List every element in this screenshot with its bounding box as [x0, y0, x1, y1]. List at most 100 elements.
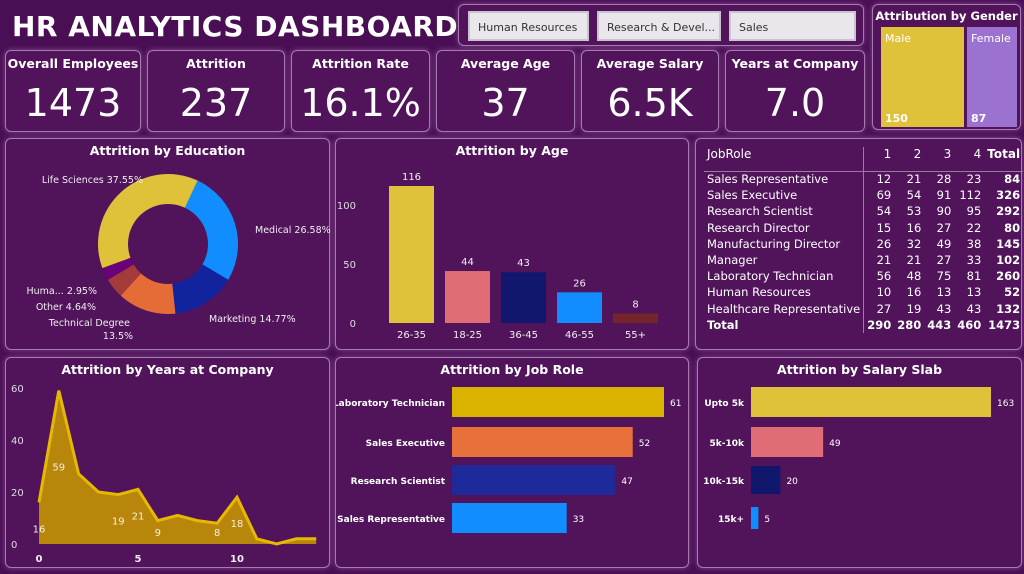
table-cell: 19: [906, 301, 922, 316]
x-tick-label: 10: [230, 554, 244, 565]
point-value-label: 9: [155, 528, 161, 539]
hbar: [751, 387, 991, 417]
table-cell: 13: [936, 285, 952, 300]
table-cell: Laboratory Technician: [704, 268, 865, 285]
slicer-human-resources[interactable]: Human Resources: [468, 11, 589, 41]
table-cell: 32: [906, 236, 922, 251]
table-cell: Sales Executive: [704, 187, 865, 204]
table-cell: 53: [906, 204, 922, 219]
column-header[interactable]: 4: [954, 147, 985, 172]
table-cell: 43: [936, 301, 952, 316]
kpi-label: Years at Company: [731, 56, 859, 71]
salary-bar-chart: Upto 5k 163 5k-10k 49 10k-15k 20 15k+ 5: [703, 387, 1014, 529]
area-line: [37, 390, 317, 546]
table-row: Healthcare Representative 27 19 43 43 132: [704, 300, 1023, 317]
kpi-label: Attrition Rate: [312, 56, 409, 71]
category-label: Sales Representative: [337, 515, 445, 525]
table-row: Manufacturing Director 26 32 49 38 145: [704, 235, 1023, 252]
column-header[interactable]: JobRole: [704, 147, 865, 172]
table-cell: 112: [959, 188, 982, 203]
table-cell: 21: [906, 253, 922, 268]
hbar: [751, 507, 759, 529]
y-tick-label: 100: [337, 201, 356, 212]
education-donut-chart: Medical 26.58% Marketing 14.77% Technical …: [27, 174, 331, 342]
table-cell: 56: [876, 269, 892, 284]
donut-slice: [184, 180, 239, 280]
table-cell: 102: [996, 253, 1021, 268]
age-chart-panel: Attrition by Age 0 50 100 116 26-35 44 18-25 43…: [335, 138, 689, 350]
y-tick-label: 0: [350, 319, 356, 330]
table-cell: 52: [1004, 285, 1021, 300]
kpi-value: 16.1%: [300, 81, 421, 125]
gender-female-block[interactable]: Female 87: [967, 27, 1017, 127]
kpi-value: 7.0: [764, 81, 826, 125]
x-tick-label: 36-45: [509, 330, 538, 341]
hbar: [751, 466, 781, 494]
bar-value-label: 44: [461, 257, 474, 268]
jobrole-bar-chart: Laboratory Technician 61 Sales Executive 52…: [333, 387, 681, 533]
table-cell: Research Director: [704, 219, 865, 236]
slice-label: Life Sciences 37.55%: [42, 175, 143, 186]
slice-label: 13.5%: [103, 331, 133, 342]
education-chart-panel: Attrition by Education Medical 26.58% Mar…: [5, 138, 331, 350]
x-tick-label: 26-35: [397, 330, 426, 341]
gender-male-block[interactable]: Male 150: [881, 27, 964, 127]
y-tick-label: 0: [11, 540, 17, 551]
kpi-average-age: Average Age 37: [436, 50, 575, 132]
slice-label: Medical 26.58%: [255, 225, 331, 236]
salary-chart-title: Attrition by Salary Slab: [776, 362, 943, 377]
column-header[interactable]: 2: [894, 147, 925, 172]
years-chart-title: Attrition by Years at Company: [61, 362, 274, 377]
table-cell: 27: [876, 301, 892, 316]
x-tick-label: 18-25: [453, 330, 482, 341]
table-cell: 132: [996, 301, 1021, 316]
point-value-label: 18: [231, 519, 244, 530]
point-value-label: 16: [33, 524, 46, 535]
table-cell: 13: [966, 285, 982, 300]
jobrole-matrix-panel: JobRole 1 2 3 4 Total Sales Representative 12 2…: [695, 138, 1024, 350]
jobrole-chart-panel: Attrition by Job Role Laboratory Technic…: [333, 357, 689, 568]
column-header[interactable]: 3: [924, 147, 955, 172]
category-label: 10k-15k: [703, 477, 745, 487]
point-value-label: 19: [112, 517, 125, 528]
table-cell: 95: [966, 204, 982, 219]
kpi-label: Average Salary: [596, 56, 704, 71]
dashboard-title: HR ANALYTICS DASHBOARD: [12, 10, 459, 43]
slice-label: Marketing 14.77%: [209, 314, 296, 325]
bar-value-label: 47: [621, 477, 632, 487]
y-tick-label: 40: [11, 436, 24, 447]
table-cell: 54: [876, 204, 892, 219]
category-label: 5k-10k: [710, 439, 746, 449]
table-cell: 145: [996, 236, 1021, 251]
table-cell: 91: [936, 188, 952, 203]
kpi-average-salary: Average Salary 6.5K: [581, 50, 719, 132]
female-label: Female: [971, 32, 1011, 45]
age-bar: [501, 272, 546, 323]
department-slicer: Human Resources Research & Devel... Sale…: [458, 4, 864, 46]
kpi-label: Overall Employees: [7, 56, 139, 71]
age-bar: [613, 313, 658, 323]
area-fill: [39, 390, 317, 544]
table-cell: 48: [906, 269, 922, 284]
bar-value-label: 61: [670, 399, 681, 409]
column-header[interactable]: Total: [984, 147, 1024, 172]
table-cell: 27: [936, 253, 952, 268]
slicer-research-development[interactable]: Research & Devel...: [597, 11, 721, 41]
table-cell: Research Scientist: [704, 203, 865, 220]
slicer-sales[interactable]: Sales: [729, 11, 856, 41]
point-value-label: 8: [214, 528, 220, 539]
x-tick-label: 55+: [625, 330, 646, 341]
hbar: [452, 465, 616, 495]
salary-chart-panel: Attrition by Salary Slab Upto 5k 163 5k-10…: [697, 357, 1022, 568]
donut-slice: [98, 174, 198, 269]
table-cell: Sales Representative: [704, 171, 865, 188]
slice-label: Other 4.64%: [36, 302, 96, 313]
category-label: Laboratory Technician: [336, 399, 445, 409]
column-header[interactable]: 1: [863, 147, 895, 172]
kpi-label: Attrition: [186, 56, 246, 71]
table-row: Research Scientist 54 53 90 95 292: [704, 203, 1023, 220]
table-cell: 443: [927, 317, 952, 332]
slice-label: Huma... 2.95%: [27, 286, 98, 297]
hbar: [452, 387, 664, 417]
kpi-value: 1473: [24, 81, 122, 125]
